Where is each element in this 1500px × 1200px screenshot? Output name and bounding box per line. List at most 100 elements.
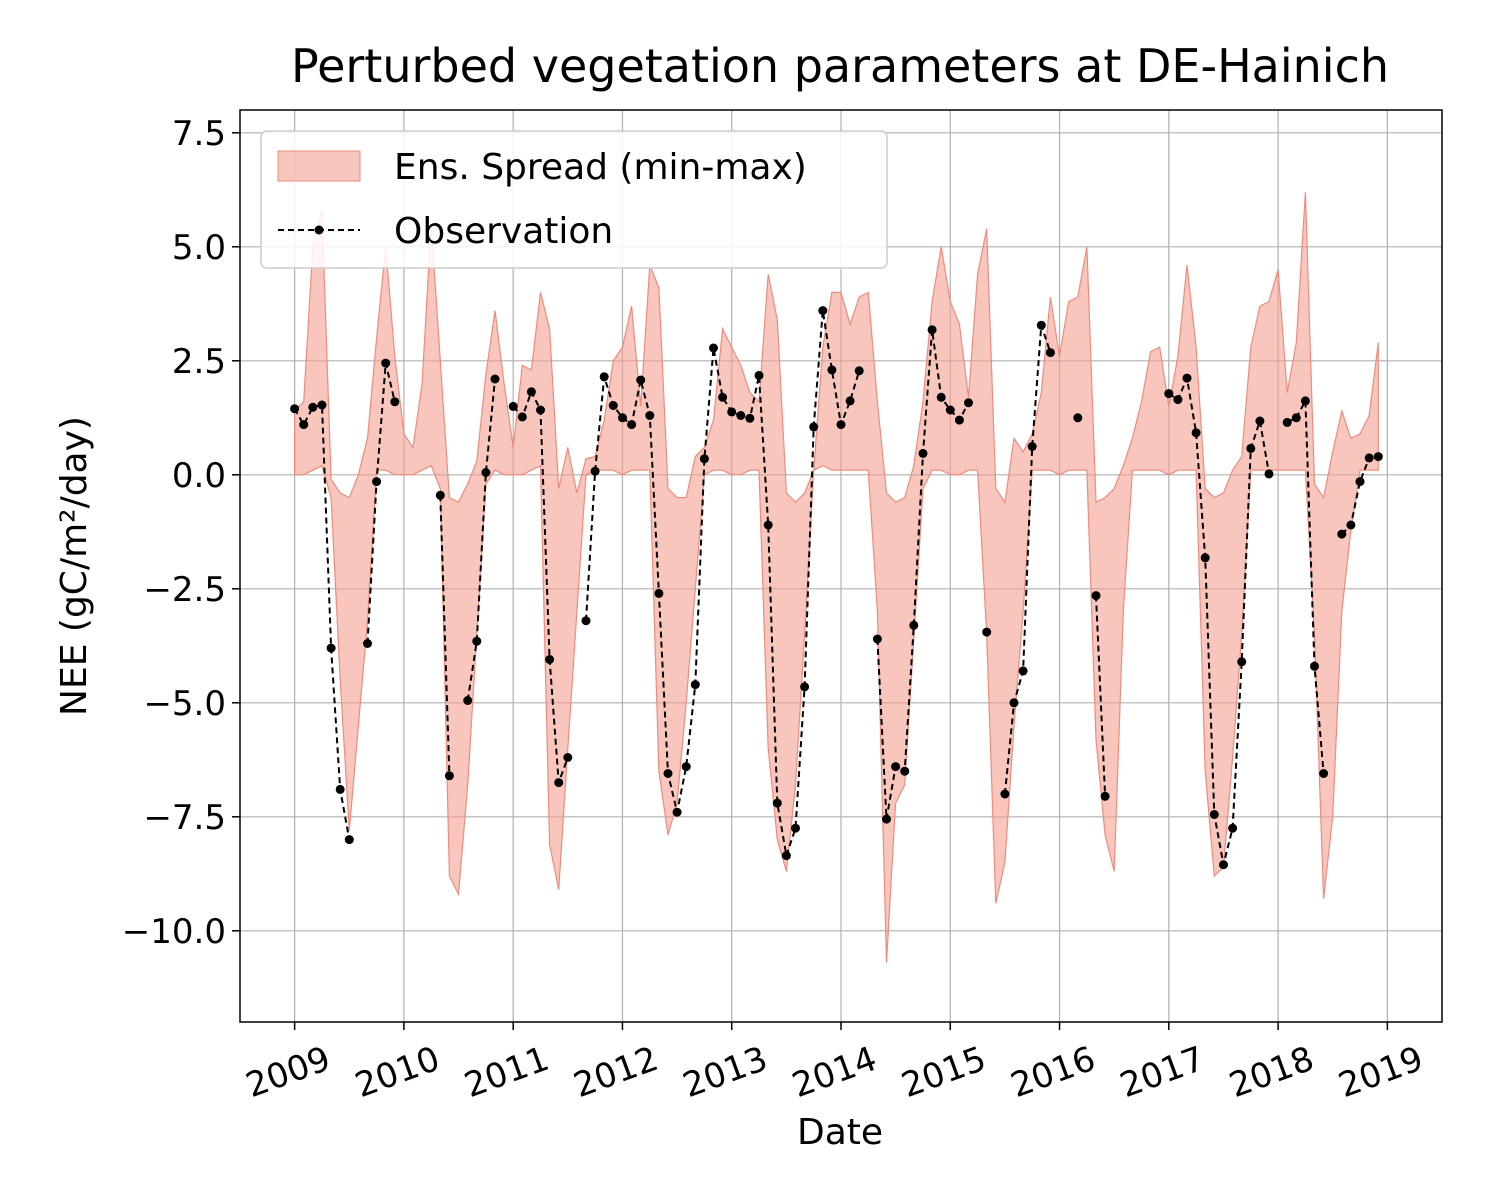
observation-point xyxy=(781,851,791,861)
observation-point xyxy=(545,655,555,664)
observation-point xyxy=(736,411,746,420)
observation-line xyxy=(1003,324,1052,795)
observation-point xyxy=(1219,860,1228,870)
observation-point xyxy=(1246,443,1256,453)
observation-point xyxy=(1209,810,1219,819)
observation-point xyxy=(627,420,637,430)
x-tick-label: 2013 xyxy=(678,1039,773,1106)
observation-point xyxy=(882,814,891,824)
legend-spread-swatch xyxy=(277,150,361,182)
observation-point xyxy=(344,835,354,845)
spread-band xyxy=(294,192,1379,963)
observation-line xyxy=(439,495,451,776)
observation-point xyxy=(1364,453,1374,463)
x-tick-label: 2016 xyxy=(1006,1039,1101,1106)
observation-point xyxy=(444,771,454,781)
observation-point xyxy=(372,477,382,487)
observation-point xyxy=(772,798,782,808)
y-tick-label: −10.0 xyxy=(122,912,226,952)
x-axis-ticks: 2009 2010 2011 2012 2013 2014 2015 2016 2017 2018… xyxy=(241,1022,1428,1106)
observation-point xyxy=(1337,529,1347,539)
observation-point xyxy=(618,413,627,423)
x-tick-label: 2012 xyxy=(569,1039,664,1106)
legend-observation-marker xyxy=(314,225,324,235)
observation-point xyxy=(645,411,655,420)
observation-point xyxy=(636,375,646,385)
observation-point xyxy=(326,643,336,653)
observation-point xyxy=(608,401,618,410)
observation-point xyxy=(1100,791,1110,801)
observation-point xyxy=(936,392,946,402)
y-axis-label: NEE (gC/m²/day) xyxy=(54,416,95,716)
legend-observation-label: Observation xyxy=(394,211,613,252)
observation-point xyxy=(909,620,919,630)
observation-point xyxy=(818,306,828,316)
observation-point xyxy=(1009,698,1019,708)
y-tick-label: −5.0 xyxy=(143,684,226,724)
y-tick-label: −2.5 xyxy=(143,570,226,610)
legend-box xyxy=(260,130,888,269)
x-tick-label: 2015 xyxy=(896,1039,991,1106)
observation-point xyxy=(1018,666,1028,676)
y-tick-label: −7.5 xyxy=(143,798,226,838)
observation-point xyxy=(1164,389,1174,399)
observation-point xyxy=(654,588,664,598)
chart-title: Perturbed vegetation parameters at DE-Ha… xyxy=(291,39,1389,93)
observation-point xyxy=(1228,823,1238,833)
y-tick-label: 5.0 xyxy=(172,228,226,268)
x-tick-label: 2009 xyxy=(241,1039,336,1106)
observation-point xyxy=(791,823,800,833)
x-tick-label: 2019 xyxy=(1333,1039,1428,1106)
observation-point xyxy=(1373,452,1383,462)
observation-point xyxy=(1073,413,1083,423)
observation-point xyxy=(599,372,609,382)
observation-point xyxy=(836,420,846,430)
observation-point xyxy=(1346,520,1356,530)
observation-point xyxy=(800,682,810,692)
observation-point xyxy=(1237,657,1247,667)
observation-point xyxy=(390,397,400,407)
observation-point xyxy=(754,370,764,380)
observation-point xyxy=(1027,442,1037,451)
observation-point xyxy=(1036,320,1046,330)
observation-point xyxy=(891,762,901,772)
observation-point xyxy=(463,696,473,705)
x-tick-label: 2014 xyxy=(787,1039,882,1106)
observation-point xyxy=(1255,416,1265,426)
observation-point xyxy=(745,413,755,423)
observation-point xyxy=(554,778,564,788)
observation-point xyxy=(1291,413,1301,423)
spread-band-group xyxy=(294,192,1379,963)
observation-point xyxy=(1355,477,1365,487)
observation-point xyxy=(681,762,691,772)
observation-point xyxy=(363,639,372,648)
observation-line xyxy=(1286,397,1325,774)
observation-point xyxy=(1191,428,1201,438)
observation-point xyxy=(690,680,700,690)
observation-point xyxy=(581,616,591,626)
observation-point xyxy=(900,766,910,776)
observation-point xyxy=(1173,395,1183,405)
x-tick-label: 2011 xyxy=(459,1039,554,1106)
observation-point xyxy=(663,769,673,778)
observation-point xyxy=(1182,373,1192,383)
observation-line xyxy=(1095,595,1107,797)
y-tick-label: 7.5 xyxy=(172,114,226,154)
observation-point xyxy=(718,392,728,402)
observation-series-group xyxy=(290,306,1383,870)
observation-point xyxy=(308,402,318,412)
observation-point xyxy=(563,753,573,762)
observation-point xyxy=(1045,348,1055,358)
observation-point xyxy=(290,404,300,414)
observation-point xyxy=(1264,469,1274,479)
observation-point xyxy=(763,520,773,530)
observation-point xyxy=(699,454,709,464)
observation-point xyxy=(472,636,482,646)
observation-point xyxy=(945,405,955,415)
observation-point xyxy=(490,374,500,384)
observation-line xyxy=(466,378,496,701)
x-axis-label: Date xyxy=(797,1112,883,1153)
y-tick-label: 2.5 xyxy=(172,342,226,382)
observation-point xyxy=(1200,553,1210,563)
